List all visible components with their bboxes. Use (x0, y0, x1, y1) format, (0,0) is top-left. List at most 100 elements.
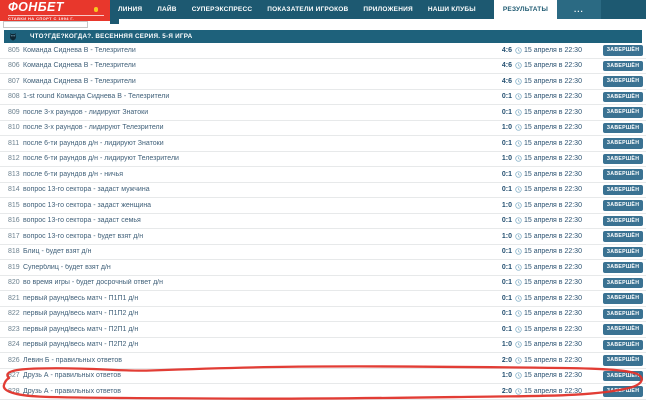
status-badge: ЗАВЕРШЁН (603, 386, 643, 397)
event-date: 15 апреля в 22:30 (524, 310, 582, 318)
table-row[interactable]: 812 после 6-ти раундов д/н - лидируют Те… (0, 151, 646, 167)
status-badge: ЗАВЕРШЁН (603, 153, 643, 164)
event-score: 0:1 (501, 93, 512, 101)
event-name: Команда Сиднева В - Телезрители (23, 62, 136, 70)
clock-icon (515, 171, 522, 178)
event-date: 15 апреля в 22:30 (524, 155, 582, 163)
event-date: 15 апреля в 22:30 (524, 170, 582, 178)
event-name: 1-st round Команда Сиднева В - Телезрите… (23, 93, 170, 101)
table-row[interactable]: 808 1-st round Команда Сиднева В - Телез… (0, 89, 646, 105)
table-row[interactable]: 819 Суперблиц - будет взят д/н 0:1 15 ап… (0, 260, 646, 276)
table-row[interactable]: 809 после 3-х раундов - лидируют Знатоки… (0, 105, 646, 121)
clock-icon (515, 155, 522, 162)
clock-icon (515, 78, 522, 85)
filter-box[interactable] (3, 20, 88, 28)
table-row[interactable]: 822 первый раунд/весь матч - П1П2 д/н 0:… (0, 306, 646, 322)
event-score: 0:1 (501, 263, 512, 271)
nav-item-lajv[interactable]: ЛАЙВ (157, 6, 177, 13)
status-badge: ЗАВЕРШЁН (603, 184, 643, 195)
table-row[interactable]: 805 Команда Сиднева В - Телезрители 4:6 … (0, 43, 646, 59)
event-name: Команда Сиднева В - Телезрители (23, 46, 136, 54)
top-navbar: ЛИНИЯ ЛАЙВ СУПЕРЭКСПРЕСС ПОКАЗАТЕЛИ ИГРО… (0, 0, 646, 19)
event-date: 15 апреля в 22:30 (524, 108, 582, 116)
event-number: 812 (8, 155, 20, 163)
event-number: 823 (8, 325, 20, 333)
event-number: 818 (8, 248, 20, 256)
table-row[interactable]: 820 во время игры - будет досрочный отве… (0, 275, 646, 291)
status-badge: ЗАВЕРШЁН (603, 339, 643, 350)
event-score: 2:0 (501, 387, 512, 395)
table-row[interactable]: 823 первый раунд/весь матч - П2П1 д/н 0:… (0, 322, 646, 338)
event-date: 15 апреля в 22:30 (524, 294, 582, 302)
event-score: 4:6 (501, 62, 512, 70)
nav-item-nashi-kluby[interactable]: НАШИ КЛУБЫ (427, 6, 476, 13)
table-row[interactable]: 811 после 6-ти раундов д/н - лидируют Зн… (0, 136, 646, 152)
clock-icon (515, 264, 522, 271)
event-result: 4:6 15 апреля в 22:30 ЗАВЕРШЁН (486, 45, 643, 56)
event-date: 15 апреля в 22:30 (524, 124, 582, 132)
table-row[interactable]: 813 после 6-ти раундов д/н - ничья 0:1 1… (0, 167, 646, 183)
nav-item-prilozheniya[interactable]: ПРИЛОЖЕНИЯ (363, 6, 413, 13)
table-row[interactable]: 818 Блиц - будет взят д/н 0:1 15 апреля … (0, 244, 646, 260)
event-result: 0:1 15 апреля в 22:30 ЗАВЕРШЁН (486, 169, 643, 180)
event-date: 15 апреля в 22:30 (524, 325, 582, 333)
event-date: 15 апреля в 22:30 (524, 93, 582, 101)
table-row[interactable]: 806 Команда Сиднева В - Телезрители 4:6 … (0, 58, 646, 74)
event-number: 816 (8, 217, 20, 225)
nav-item-pokazateli[interactable]: ПОКАЗАТЕЛИ ИГРОКОВ (267, 6, 349, 13)
nav-item-liniya[interactable]: ЛИНИЯ (118, 6, 143, 13)
clock-icon (515, 248, 522, 255)
table-row[interactable]: 815 вопрос 13-го сектора - задаст женщин… (0, 198, 646, 214)
table-row[interactable]: 817 вопрос 13-го сектора - будет взят д/… (0, 229, 646, 245)
event-number: 828 (8, 387, 20, 395)
event-number: 821 (8, 294, 20, 302)
tab-results-active[interactable]: РЕЗУЛЬТАТЫ (493, 0, 558, 19)
event-name: первый раунд/весь матч - П2П1 д/н (23, 325, 139, 333)
event-result: 1:0 15 апреля в 22:30 ЗАВЕРШЁН (486, 153, 643, 164)
section-header[interactable]: ЧТО?ГДЕ?КОГДА?. ВЕСЕННЯЯ СЕРИЯ. 5-Я ИГРА (4, 30, 642, 43)
status-badge: ЗАВЕРШЁН (603, 60, 643, 71)
event-name: Друзь А - правильных ответов (23, 372, 122, 380)
table-row[interactable]: 821 первый раунд/весь матч - П1П1 д/н 0:… (0, 291, 646, 307)
event-number: 827 (8, 372, 20, 380)
table-row[interactable]: 816 вопрос 13-го сектора - задаст семья … (0, 213, 646, 229)
table-row[interactable]: 807 Команда Сиднева В - Телезрители 4:6 … (0, 74, 646, 90)
event-score: 1:0 (501, 124, 512, 132)
section-title: ЧТО?ГДЕ?КОГДА?. ВЕСЕННЯЯ СЕРИЯ. 5-Я ИГРА (30, 32, 193, 40)
logo-text: ФОНБЕТ (8, 0, 64, 14)
status-badge: ЗАВЕРШЁН (603, 262, 643, 273)
clock-icon (515, 186, 522, 193)
table-row[interactable]: 828 Друзь А - правильных ответов 2:0 15 … (0, 384, 646, 400)
table-row[interactable]: 827 Друзь А - правильных ответов 1:0 15 … (0, 368, 646, 384)
event-name: вопрос 13-го сектора - будет взят д/н (23, 232, 144, 240)
event-date: 15 апреля в 22:30 (524, 62, 582, 70)
fonbet-logo[interactable]: ФОНБЕТ СТАВКИ НА СПОРТ С 1994 Г. (0, 0, 110, 21)
event-date: 15 апреля в 22:30 (524, 139, 582, 147)
nav-menu: ЛИНИЯ ЛАЙВ СУПЕРЭКСПРЕСС ПОКАЗАТЕЛИ ИГРО… (118, 0, 476, 19)
nav-more-button[interactable]: ... (557, 0, 601, 19)
table-row[interactable]: 824 первый раунд/весь матч - П2П2 д/н 1:… (0, 337, 646, 353)
event-result: 1:0 15 апреля в 22:30 ЗАВЕРШЁН (486, 370, 643, 381)
event-number: 811 (8, 139, 20, 147)
event-number: 817 (8, 232, 20, 240)
event-result: 0:1 15 апреля в 22:30 ЗАВЕРШЁН (486, 246, 643, 257)
clock-icon (515, 93, 522, 100)
table-row[interactable]: 810 после 3-х раундов - лидируют Телезри… (0, 120, 646, 136)
event-result: 0:1 15 апреля в 22:30 ЗАВЕРШЁН (486, 324, 643, 335)
table-row[interactable]: 814 вопрос 13-го сектора - задаст мужчин… (0, 182, 646, 198)
event-name: Левин Б - правильных ответов (23, 356, 123, 364)
nav-nub (110, 19, 119, 24)
event-result: 1:0 15 апреля в 22:30 ЗАВЕРШЁН (486, 231, 643, 242)
event-number: 805 (8, 46, 20, 54)
clock-icon (515, 357, 522, 364)
event-result: 0:1 15 апреля в 22:30 ЗАВЕРШЁН (486, 308, 643, 319)
event-score: 1:0 (501, 201, 512, 209)
status-badge: ЗАВЕРШЁН (603, 200, 643, 211)
table-row[interactable]: 826 Левин Б - правильных ответов 2:0 15 … (0, 353, 646, 369)
clock-icon (515, 47, 522, 54)
nav-item-superexpress[interactable]: СУПЕРЭКСПРЕСС (191, 6, 253, 13)
status-badge: ЗАВЕРШЁН (603, 355, 643, 366)
event-name: первый раунд/весь матч - П2П2 д/н (23, 341, 139, 349)
event-number: 822 (8, 310, 20, 318)
status-badge: ЗАВЕРШЁН (603, 324, 643, 335)
